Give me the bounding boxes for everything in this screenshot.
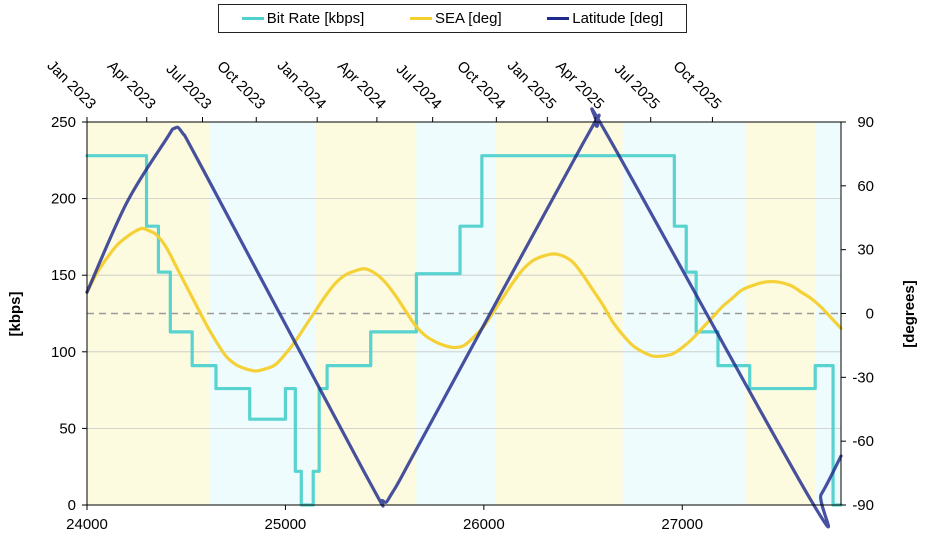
y-tick-label-5: 250 bbox=[51, 114, 76, 131]
x2-date-label-7: Oct 2024 bbox=[453, 58, 508, 113]
x-tick-label-0: 24000 bbox=[66, 516, 108, 533]
y2-tick-label-0: 90 bbox=[857, 114, 874, 131]
x2-date-label-6: Jul 2024 bbox=[393, 61, 445, 113]
y-tick-label-3: 150 bbox=[51, 267, 76, 284]
x-tick-label-3: 27000 bbox=[661, 516, 703, 533]
legend-label-sea: SEA [deg] bbox=[434, 10, 502, 27]
x-tick-label-1: 25000 bbox=[265, 516, 307, 533]
y2-tick-label-6: -90 bbox=[852, 497, 874, 514]
y-tick-label-1: 50 bbox=[59, 420, 76, 437]
x2-date-label-4: Jan 2024 bbox=[274, 57, 330, 113]
legend-swatch-latitude bbox=[547, 17, 570, 20]
y2-tick-label-4: -30 bbox=[852, 369, 874, 386]
y2-tick-label-5: -60 bbox=[852, 433, 874, 450]
x2-date-label-0: Jan 2023 bbox=[44, 57, 100, 113]
series-line-sea-deg bbox=[85, 226, 843, 373]
legend-swatch-bit-rate bbox=[241, 17, 264, 20]
y-tick-label-4: 200 bbox=[51, 191, 76, 208]
legend-swatch-sea bbox=[409, 17, 432, 20]
x2-date-label-2: Jul 2023 bbox=[163, 61, 215, 113]
axes bbox=[82, 117, 846, 510]
x2-date-label-1: Apr 2023 bbox=[104, 58, 159, 113]
series-layer bbox=[85, 107, 843, 529]
y2-axis-title: [degrees] bbox=[901, 280, 918, 348]
y-tick-label-2: 100 bbox=[51, 344, 76, 361]
y-tick-label-0: 0 bbox=[68, 497, 76, 514]
x2-date-label-9: Apr 2025 bbox=[552, 58, 607, 113]
y2-tick-label-3: 0 bbox=[866, 306, 874, 323]
legend-item-sea: SEA [deg] bbox=[409, 10, 502, 27]
series-line-latitude-deg bbox=[85, 107, 843, 529]
x2-date-label-11: Oct 2025 bbox=[670, 58, 725, 113]
legend-item-bit-rate: Bit Rate [kbps] bbox=[241, 10, 365, 27]
y2-tick-label-1: 60 bbox=[857, 178, 874, 195]
legend: Bit Rate [kbps] SEA [deg] Latitude [deg] bbox=[218, 4, 687, 33]
y2-tick-label-2: 30 bbox=[857, 242, 874, 259]
x2-date-label-10: Jul 2025 bbox=[611, 61, 663, 113]
x2-date-label-3: Oct 2023 bbox=[213, 58, 268, 113]
x-tick-label-2: 26000 bbox=[463, 516, 505, 533]
legend-item-latitude: Latitude [deg] bbox=[547, 10, 663, 27]
x2-date-label-8: Jan 2025 bbox=[504, 57, 560, 113]
legend-label-bit-rate: Bit Rate [kbps] bbox=[266, 10, 365, 27]
x2-date-label-5: Apr 2024 bbox=[334, 58, 389, 113]
legend-label-latitude: Latitude [deg] bbox=[572, 10, 664, 27]
y-axis-title: [kbps] bbox=[7, 291, 24, 336]
background-band-6 bbox=[745, 122, 816, 505]
